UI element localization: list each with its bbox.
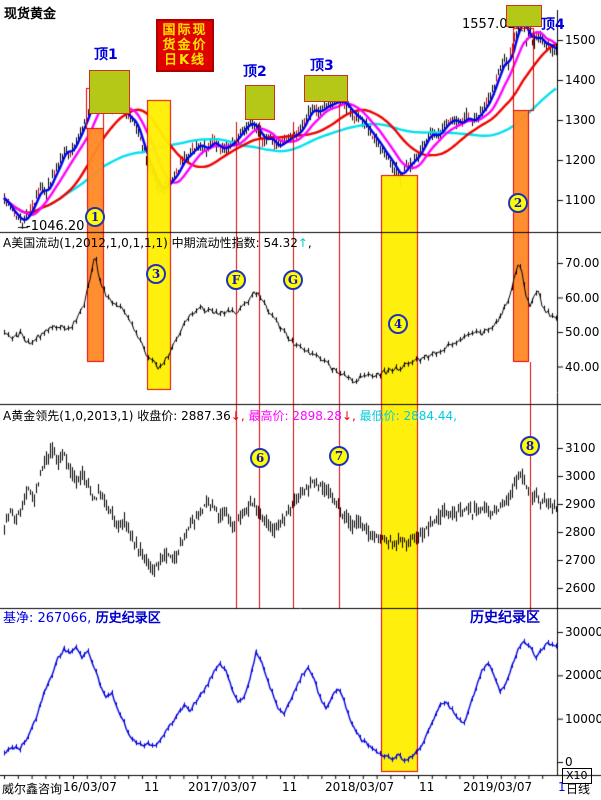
y-axis-tick-label: 2600 <box>565 581 596 595</box>
top-label-2: 顶2 <box>243 64 267 80</box>
peak-price-label: 1557.02 <box>462 17 516 32</box>
header-segment: 最低价: 2884.44, <box>359 409 457 423</box>
marker-circle-6: 6 <box>250 448 270 468</box>
panel2-indicator-header: A美国流动(1,2012,1,0,1,1,1) 中期流动性指数: 54.32↑, <box>3 236 312 250</box>
stamp-box: 国际现 货金价 日K线 <box>156 19 214 72</box>
x-axis-date-label: 11 <box>144 780 160 794</box>
y-axis-tick-label: 0 <box>565 755 573 769</box>
y-axis-tick-label: 1300 <box>565 113 596 127</box>
marker-circle-4: 4 <box>388 314 408 334</box>
y-axis-tick-label: 30000 <box>565 625 601 639</box>
y-axis-tick-label: 3100 <box>565 441 596 455</box>
header-segment: ↓, <box>230 409 249 423</box>
watermark-label: 威尔鑫咨询 <box>2 782 63 796</box>
x-axis-date-label: 2019/03/07 <box>463 780 533 794</box>
x-axis-date-label: 11 <box>282 780 298 794</box>
panel4-indicator-header: 基净: 267066, 历史纪录区 <box>3 612 161 626</box>
header-segment: A美国流动(1,2012,1,0,1,1,1) 中期流动性指数: 54.32 <box>3 236 298 250</box>
marker-circle-G: G <box>283 270 303 290</box>
x-axis-date-label: 11 <box>419 780 435 794</box>
marker-circle-F: F <box>226 270 246 290</box>
panel3-indicator-header: A黄金领先(1,0,2013,1) 收盘价: 2887.36↓, 最高价: 28… <box>3 409 457 423</box>
marker-circle-3: 3 <box>146 264 166 284</box>
y-axis-tick-label: 50.00 <box>565 325 600 339</box>
scale-multiplier-badge: X10 <box>562 768 592 784</box>
x-axis-date-label: 2017/03/07 <box>188 780 258 794</box>
y-axis-tick-label: 40.00 <box>565 360 600 374</box>
y-axis-tick-label: 2900 <box>565 497 596 511</box>
top-region-box-3 <box>304 75 348 102</box>
x-axis-date-label: 16/03/07 <box>63 780 117 794</box>
y-axis-tick-label: 1500 <box>565 33 596 47</box>
top-label-4: 顶4 <box>541 17 565 33</box>
y-axis-tick-label: 60.00 <box>565 291 600 305</box>
y-axis-tick-label: 70.00 <box>565 256 600 270</box>
y-axis-tick-label: 10000 <box>565 712 601 726</box>
top-label-1: 顶1 <box>94 47 118 63</box>
y-axis-tick-label: 2800 <box>565 525 596 539</box>
top-label-3: 顶3 <box>310 58 334 74</box>
header-segment: 基净: 267066, <box>3 611 92 626</box>
marker-circle-7: 7 <box>329 446 349 466</box>
x-axis-date-label: 1 <box>558 780 566 794</box>
marker-circle-8: 8 <box>520 436 540 456</box>
header-segment: A黄金领先(1,0,2013,1) 收盘价: 2887.36 <box>3 409 231 423</box>
top-region-box-1 <box>89 70 130 114</box>
page-title: 现货黄金 <box>4 7 57 22</box>
y-axis-tick-label: 20000 <box>565 668 601 682</box>
stamp-line: 日K线 <box>163 53 207 68</box>
header-segment: ↓, <box>341 409 360 423</box>
stamp-line: 货金价 <box>162 38 208 53</box>
history-record-label-right: 历史纪录区 <box>470 610 540 626</box>
marker-circle-2: 2 <box>508 193 528 213</box>
header-segment: ↑ <box>297 236 308 250</box>
low-price-label: -1046.20 <box>26 219 85 234</box>
x-axis-date-label: 日线 <box>566 782 591 796</box>
header-segment: , <box>307 236 312 250</box>
header-segment: 历史纪录区 <box>91 611 161 626</box>
top-region-box-2 <box>245 85 275 120</box>
y-axis-tick-label: 1400 <box>565 73 596 87</box>
x-axis-date-label: 2018/03/07 <box>325 780 395 794</box>
header-segment: 最高价: 2898.28 <box>248 409 342 423</box>
y-axis-tick-label: 3000 <box>565 469 596 483</box>
marker-circle-1: 1 <box>85 207 105 227</box>
y-axis-tick-label: 1200 <box>565 153 596 167</box>
y-axis-tick-label: 2700 <box>565 553 596 567</box>
stamp-line: 国际现 <box>162 23 208 38</box>
y-axis-tick-label: 1100 <box>565 193 596 207</box>
top-region-box-4 <box>506 5 542 27</box>
